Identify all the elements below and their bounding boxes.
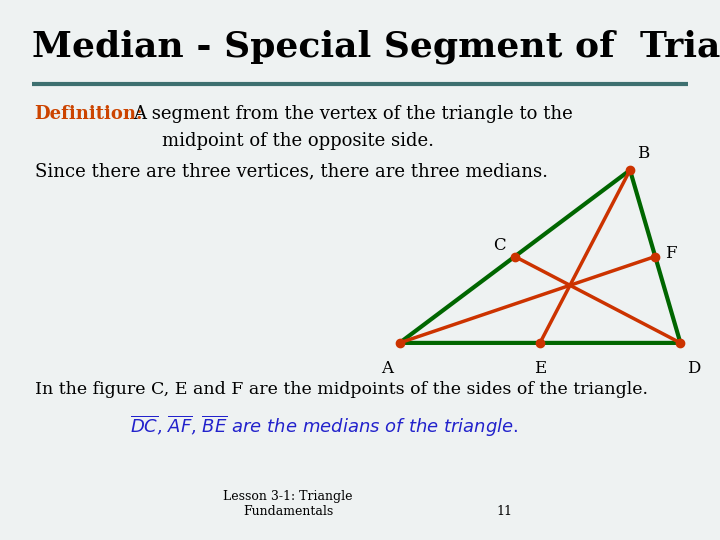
Text: C: C xyxy=(492,237,505,254)
Text: midpoint of the opposite side.: midpoint of the opposite side. xyxy=(162,132,434,150)
Text: Since there are three vertices, there are three medians.: Since there are three vertices, there ar… xyxy=(35,162,547,180)
Text: A segment from the vertex of the triangle to the: A segment from the vertex of the triangl… xyxy=(133,105,573,123)
Text: E: E xyxy=(534,360,546,377)
Text: 11: 11 xyxy=(496,505,512,518)
Text: In the figure C, E and F are the midpoints of the sides of the triangle.: In the figure C, E and F are the midpoin… xyxy=(35,381,647,397)
Text: Median - Special Segment of  Triangle: Median - Special Segment of Triangle xyxy=(32,30,720,64)
Text: Lesson 3-1: Triangle
Fundamentals: Lesson 3-1: Triangle Fundamentals xyxy=(223,490,353,518)
Text: A: A xyxy=(381,360,392,377)
Text: D: D xyxy=(687,360,700,377)
Text: $\overline{DC}$, $\overline{AF}$, $\overline{BE}$ $\it{are\ the\ medians\ of\ th: $\overline{DC}$, $\overline{AF}$, $\over… xyxy=(130,413,518,438)
Text: Definition:: Definition: xyxy=(35,105,143,123)
Text: F: F xyxy=(665,245,677,262)
Text: B: B xyxy=(636,145,649,163)
